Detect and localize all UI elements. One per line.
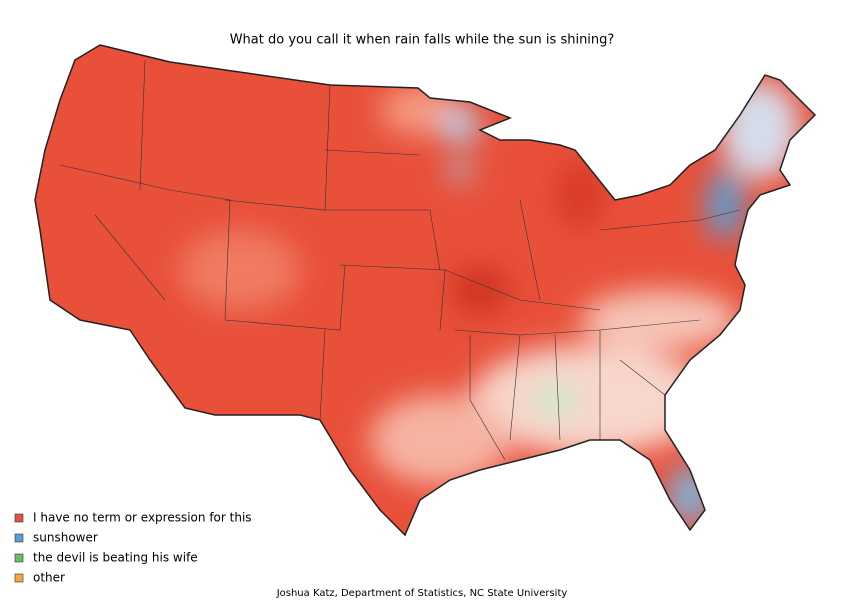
legend-label: other [33, 571, 65, 585]
state-borders [59, 59, 741, 461]
legend: I have no term or expression for this sun… [14, 511, 252, 585]
legend-swatch [14, 553, 24, 563]
legend-label: the devil is beating his wife [33, 551, 198, 565]
legend-swatch [14, 533, 24, 543]
legend-swatch [14, 513, 24, 523]
legend-label: sunshower [33, 531, 98, 545]
legend-label: I have no term or expression for this [33, 511, 252, 525]
credit: Joshua Katz, Department of Statistics, N… [276, 588, 568, 599]
legend-swatch [14, 573, 24, 583]
map-title: What do you call it when rain falls whil… [230, 33, 615, 48]
